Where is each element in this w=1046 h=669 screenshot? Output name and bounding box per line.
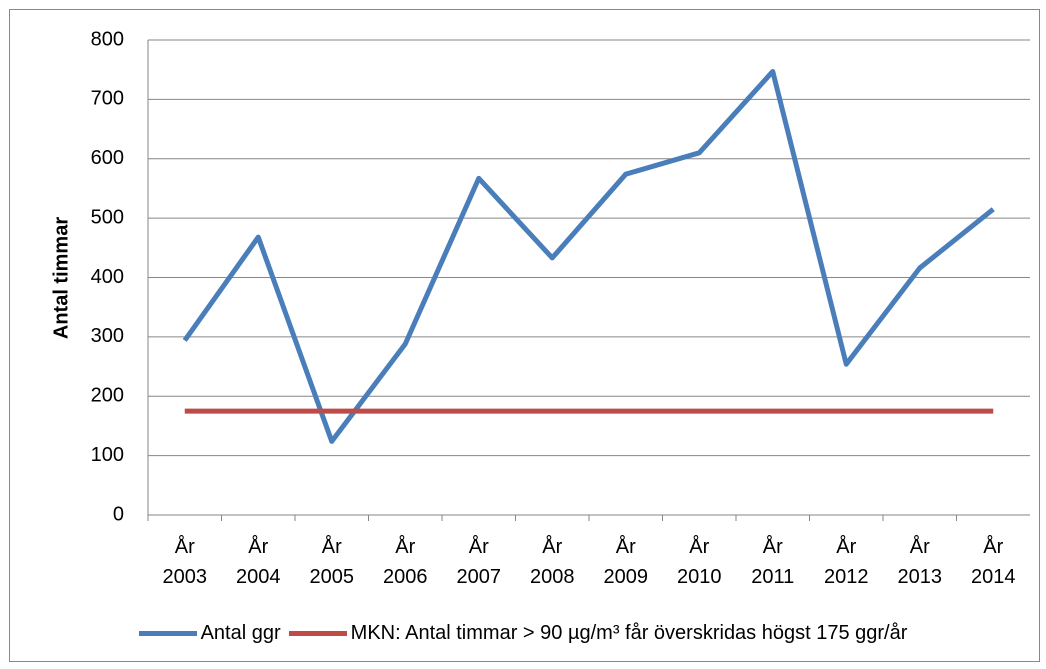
x-tick-label: År 2005 — [309, 536, 355, 588]
legend-label: MKN: Antal timmar > 90 µg/m³ får överskr… — [350, 622, 908, 644]
x-tick-label: År 2010 — [677, 536, 722, 588]
legend-item: Antal ggr — [138, 622, 281, 645]
x-tick-label: År 2011 — [751, 536, 795, 588]
y-tick-label: 800 — [91, 28, 124, 50]
chart-border — [9, 9, 1040, 662]
x-tick-label: År 2013 — [897, 536, 943, 588]
x-tick-label: År 2003 — [162, 536, 208, 588]
legend-label: Antal ggr — [200, 622, 281, 644]
x-tick-label: År 2008 — [530, 536, 575, 588]
x-tick-label: År 2004 — [236, 536, 281, 588]
x-tick-label: År 2007 — [456, 536, 502, 588]
x-tick-label: År 2009 — [603, 536, 649, 588]
y-tick-label: 600 — [91, 147, 124, 169]
legend-swatch — [288, 631, 347, 636]
y-tick-label: 100 — [91, 444, 124, 466]
y-tick-label: 200 — [91, 385, 124, 407]
legend-swatch — [138, 631, 197, 636]
y-tick-label: 700 — [91, 88, 124, 110]
y-tick-label: 0 — [113, 503, 124, 525]
y-tick-label: 400 — [91, 266, 124, 288]
x-tick-label: År 2006 — [383, 536, 428, 588]
series-line — [182, 68, 995, 444]
y-axis-title: Antal timmar — [50, 217, 72, 339]
legend: Antal ggr MKN: Antal timmar > 90 µg/m³ få… — [0, 622, 1046, 645]
legend-item: MKN: Antal timmar > 90 µg/m³ får överskr… — [288, 622, 908, 645]
x-tick-label: År 2012 — [824, 536, 869, 588]
x-tick-label: År 2014 — [971, 536, 1016, 588]
y-tick-label: 300 — [91, 325, 124, 347]
y-tick-label: 500 — [91, 206, 124, 228]
